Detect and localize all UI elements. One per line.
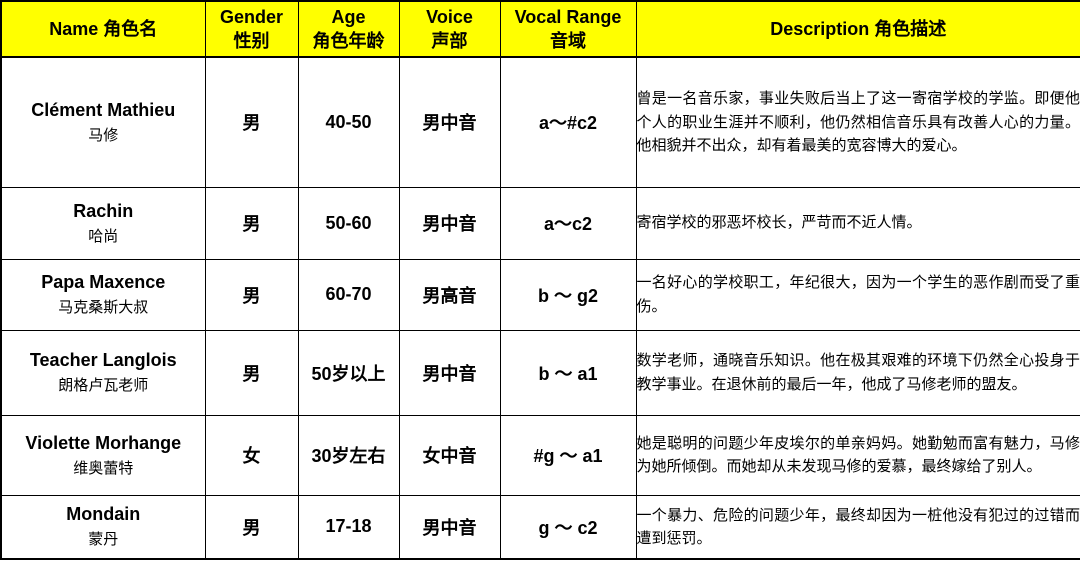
age-cell: 60-70: [297, 258, 400, 331]
name-cell: Clément Mathieu 马修: [0, 56, 206, 188]
vocal-range-cell: a～#c2: [499, 56, 637, 188]
character-name-zh: 蒙丹: [88, 530, 119, 549]
description-cell: 曾是一名音乐家，事业失败后当上了这一寄宿学校的学监。即便他个人的职业生涯并不顺利…: [635, 56, 1080, 188]
vocal-range-cell: g ～ c2: [499, 494, 637, 560]
character-name-zh: 哈尚: [88, 226, 119, 245]
table-header: Name 角色名 Gender 性别 Age 角色年龄 Voice 声部 Voc…: [0, 0, 1080, 58]
voice-cell: 男中音: [398, 56, 501, 188]
voice-cell: 男中音: [398, 494, 501, 560]
character-name-en: Rachin: [73, 200, 134, 221]
table-row: Violette Morhange 维奥蕾特 女 30岁左右 女中音 #g ～ …: [0, 414, 1080, 496]
header-vocal-range-en: Vocal Range: [514, 6, 622, 27]
voice-cell: 男中音: [398, 186, 501, 260]
header-voice: Voice 声部: [398, 0, 501, 58]
description-cell: 她是聪明的问题少年皮埃尔的单亲妈妈。她勤勉而富有魅力，马修为她所倾倒。而她却从未…: [635, 414, 1080, 496]
vocal-range-cell: #g ～ a1: [499, 414, 637, 496]
gender-cell: 男: [204, 56, 299, 188]
vocal-range-cell: b ～ a1: [499, 329, 637, 416]
description-cell: 寄宿学校的邪恶坏校长，严苛而不近人情。: [635, 186, 1080, 260]
name-cell: Teacher Langlois 朗格卢瓦老师: [0, 329, 206, 416]
header-row: Name 角色名 Gender 性别 Age 角色年龄 Voice 声部 Voc…: [0, 0, 1080, 58]
name-cell: Violette Morhange 维奥蕾特: [0, 414, 206, 496]
vocal-range-cell: a～c2: [499, 186, 637, 260]
header-age: Age 角色年龄: [297, 0, 400, 58]
description-cell: 数学老师，通晓音乐知识。他在极其艰难的环境下仍然全心投身于教学事业。在退休前的最…: [635, 329, 1080, 416]
character-name-en: Papa Maxence: [41, 272, 166, 292]
vocal-range-cell: b ～ g2: [499, 258, 637, 331]
header-age-zh: 角色年龄: [312, 31, 385, 51]
character-name-zh: 马修: [88, 125, 119, 144]
age-cell: 50岁以上: [297, 329, 400, 416]
table-row: Papa Maxence 马克桑斯大叔 男 60-70 男高音 b ～ g2 一…: [0, 258, 1080, 331]
header-name: Name 角色名: [0, 0, 206, 58]
voice-cell: 男高音: [398, 258, 501, 331]
character-name-zh: 马克桑斯大叔: [58, 298, 149, 316]
age-cell: 40-50: [297, 56, 400, 188]
header-name-label: Name 角色名: [49, 18, 158, 39]
gender-cell: 男: [204, 186, 299, 260]
voice-cell: 男中音: [398, 329, 501, 416]
table-row: Rachin 哈尚 男 50-60 男中音 a～c2 寄宿学校的邪恶坏校长，严苛…: [0, 186, 1080, 260]
header-age-en: Age: [331, 6, 366, 27]
table-row: Clément Mathieu 马修 男 40-50 男中音 a～#c2 曾是一…: [0, 56, 1080, 188]
header-gender: Gender 性别: [204, 0, 299, 58]
voice-cell: 女中音: [398, 414, 501, 496]
table-row: Teacher Langlois 朗格卢瓦老师 男 50岁以上 男中音 b ～ …: [0, 329, 1080, 416]
character-name-zh: 维奥蕾特: [73, 458, 134, 477]
name-cell: Papa Maxence 马克桑斯大叔: [0, 258, 206, 331]
header-description-label: Description 角色描述: [770, 18, 947, 39]
gender-cell: 女: [204, 414, 299, 496]
gender-cell: 男: [204, 258, 299, 331]
name-cell: Mondain 蒙丹: [0, 494, 206, 560]
character-name-en: Clément Mathieu: [31, 99, 176, 120]
character-name-en: Violette Morhange: [25, 432, 182, 453]
header-voice-zh: 声部: [431, 31, 468, 51]
name-cell: Rachin 哈尚: [0, 186, 206, 260]
table-row: Mondain 蒙丹 男 17-18 男中音 g ～ c2 一个暴力、危险的问题…: [0, 494, 1080, 560]
character-name-zh: 朗格卢瓦老师: [58, 376, 149, 394]
header-vocal-range-zh: 音域: [550, 31, 586, 51]
character-name-en: Mondain: [66, 504, 141, 525]
description-cell: 一个暴力、危险的问题少年，最终却因为一桩他没有犯过的过错而遭到惩罚。: [635, 494, 1080, 560]
header-description: Description 角色描述: [635, 0, 1080, 58]
age-cell: 50-60: [297, 186, 400, 260]
table-body: Clément Mathieu 马修 男 40-50 男中音 a～#c2 曾是一…: [0, 56, 1080, 560]
header-gender-zh: 性别: [233, 31, 270, 51]
gender-cell: 男: [204, 329, 299, 416]
character-name-en: Teacher Langlois: [29, 350, 177, 370]
age-cell: 17-18: [297, 494, 400, 560]
header-voice-en: Voice: [426, 6, 473, 27]
age-cell: 30岁左右: [297, 414, 400, 496]
header-vocal-range: Vocal Range 音域: [499, 0, 637, 58]
gender-cell: 男: [204, 494, 299, 560]
header-gender-en: Gender: [219, 6, 284, 27]
description-cell: 一名好心的学校职工，年纪很大，因为一个学生的恶作剧而受了重伤。: [635, 258, 1080, 331]
